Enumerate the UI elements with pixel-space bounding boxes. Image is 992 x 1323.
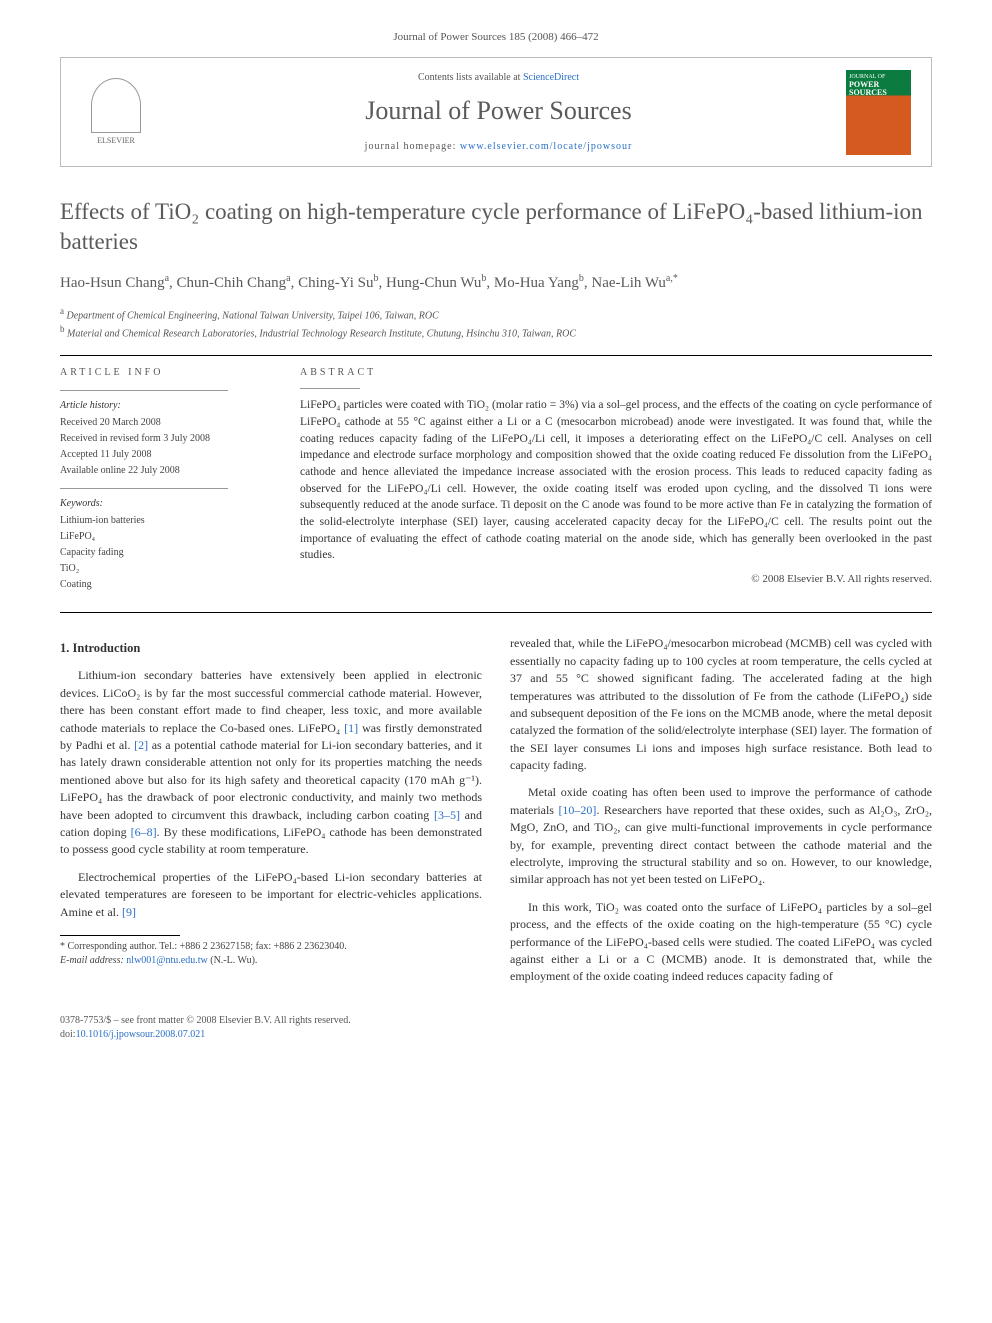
journal-name: Journal of Power Sources bbox=[151, 93, 846, 129]
contents-prefix: Contents lists available at bbox=[418, 72, 523, 83]
journal-center: Contents lists available at ScienceDirec… bbox=[151, 71, 846, 153]
body-text: 1. Introduction Lithium-ion secondary ba… bbox=[60, 635, 932, 995]
journal-homepage-line: journal homepage: www.elsevier.com/locat… bbox=[151, 140, 846, 154]
elsevier-tree-icon bbox=[91, 78, 141, 133]
article-info-heading: ARTICLE INFO bbox=[60, 366, 270, 380]
footer-line1: 0378-7753/$ – see front matter © 2008 El… bbox=[60, 1014, 932, 1028]
page-footer: 0378-7753/$ – see front matter © 2008 El… bbox=[60, 1014, 932, 1042]
keyword-item: Coating bbox=[60, 578, 270, 592]
revised-line: Received in revised form 3 July 2008 bbox=[60, 432, 270, 446]
doi-link[interactable]: 10.1016/j.jpowsour.2008.07.021 bbox=[76, 1029, 206, 1040]
abstract-text: LiFePO₄ particles were coated with TiO₂ … bbox=[300, 397, 932, 564]
intro-p2b: revealed that, while the LiFePO₄/mesocar… bbox=[510, 635, 932, 774]
intro-p3: Metal oxide coating has often been used … bbox=[510, 784, 932, 888]
elsevier-label: ELSEVIER bbox=[97, 135, 135, 146]
info-abstract-row: ARTICLE INFO Article history: Received 2… bbox=[60, 366, 932, 594]
article-info: ARTICLE INFO Article history: Received 2… bbox=[60, 366, 270, 594]
corresponding-footnote: * Corresponding author. Tel.: +886 2 236… bbox=[60, 940, 482, 954]
received-line: Received 20 March 2008 bbox=[60, 416, 270, 430]
homepage-link[interactable]: www.elsevier.com/locate/jpowsour bbox=[460, 141, 632, 152]
email-footnote: E-mail address: nlw001@ntu.edu.tw (N.-L.… bbox=[60, 954, 482, 968]
intro-p1: Lithium-ion secondary batteries have ext… bbox=[60, 667, 482, 858]
abstract-heading: ABSTRACT bbox=[300, 366, 932, 380]
footnote-rule bbox=[60, 935, 180, 936]
accepted-line: Accepted 11 July 2008 bbox=[60, 448, 270, 462]
info-rule-1 bbox=[60, 390, 228, 391]
keyword-item: TiO₂ bbox=[60, 562, 270, 576]
cover-label-main: POWER SOURCES bbox=[849, 81, 908, 97]
keyword-item: LiFePO₄ bbox=[60, 530, 270, 544]
history-label: Article history: bbox=[60, 399, 270, 413]
elsevier-logo: ELSEVIER bbox=[81, 72, 151, 152]
homepage-prefix: journal homepage: bbox=[365, 141, 460, 152]
keyword-item: Lithium-ion batteries bbox=[60, 514, 270, 528]
doi-prefix: doi: bbox=[60, 1029, 76, 1040]
abstract: ABSTRACT LiFePO₄ particles were coated w… bbox=[300, 366, 932, 594]
affiliation-a: a Department of Chemical Engineering, Na… bbox=[60, 305, 932, 323]
abstract-copyright: © 2008 Elsevier B.V. All rights reserved… bbox=[300, 572, 932, 587]
intro-p2: Electrochemical properties of the LiFePO… bbox=[60, 869, 482, 921]
affiliation-b: b Material and Chemical Research Laborat… bbox=[60, 323, 932, 341]
journal-cover-thumbnail: JOURNAL OF POWER SOURCES bbox=[846, 70, 911, 155]
keywords-label: Keywords: bbox=[60, 497, 270, 511]
rule-bottom bbox=[60, 612, 932, 613]
email-label: E-mail address: bbox=[60, 955, 126, 966]
affiliations: a Department of Chemical Engineering, Na… bbox=[60, 305, 932, 342]
rule-top bbox=[60, 355, 932, 356]
intro-heading: 1. Introduction bbox=[60, 639, 482, 657]
footer-doi: doi:10.1016/j.jpowsour.2008.07.021 bbox=[60, 1028, 932, 1042]
info-rule-2 bbox=[60, 488, 228, 489]
contents-available-line: Contents lists available at ScienceDirec… bbox=[151, 71, 846, 85]
journal-header-box: ELSEVIER Contents lists available at Sci… bbox=[60, 57, 932, 167]
abstract-rule bbox=[300, 388, 360, 389]
email-suffix: (N.-L. Wu). bbox=[208, 955, 258, 966]
sciencedirect-link[interactable]: ScienceDirect bbox=[523, 72, 579, 83]
article-title: Effects of TiO₂ coating on high-temperat… bbox=[60, 197, 932, 257]
keyword-item: Capacity fading bbox=[60, 546, 270, 560]
citation-line: Journal of Power Sources 185 (2008) 466–… bbox=[60, 30, 932, 45]
authors-line: Hao-Hsun Changa, Chun-Chih Changa, Ching… bbox=[60, 271, 932, 295]
online-line: Available online 22 July 2008 bbox=[60, 464, 270, 478]
intro-p4: In this work, TiO₂ was coated onto the s… bbox=[510, 899, 932, 986]
email-link[interactable]: nlw001@ntu.edu.tw bbox=[126, 955, 207, 966]
